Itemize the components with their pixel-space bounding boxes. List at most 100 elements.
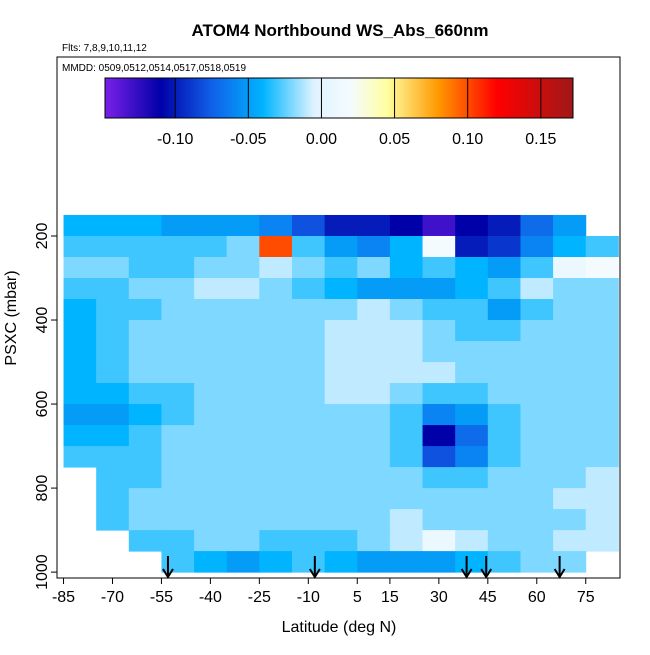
heatmap-cell [194, 278, 228, 300]
heatmap-cell [487, 235, 521, 258]
heatmap-cell [128, 446, 162, 468]
heatmap-cell [259, 404, 293, 426]
heatmap-cell [585, 509, 619, 531]
colorbar-tick-label: 0.05 [379, 131, 410, 148]
heatmap-cell [96, 446, 130, 468]
heatmap-cell [259, 446, 293, 468]
heatmap-cell [96, 509, 130, 531]
x-tick-label: -25 [248, 589, 271, 606]
heatmap-cell [553, 383, 587, 405]
heatmap-cell [357, 362, 391, 384]
heatmap-cell [63, 341, 97, 363]
subtitle: Flts: 7,8,9,10,11,12 [62, 43, 147, 54]
heatmap-cell [357, 551, 391, 573]
heatmap-cell [422, 551, 456, 573]
heatmap-cell [161, 425, 195, 447]
colorbar-tick-label: 0.00 [306, 131, 337, 148]
heatmap-cell [585, 362, 619, 384]
arrow-head [308, 568, 321, 579]
heatmap-cell [226, 320, 260, 342]
heatmap-cell [161, 256, 195, 279]
heatmap-cell [291, 467, 326, 489]
heatmap-cell [259, 488, 293, 510]
heatmap-cell [226, 278, 260, 300]
heatmap-cell [455, 278, 489, 300]
heatmap-cell [389, 214, 424, 237]
arrow [460, 556, 473, 579]
heatmap-cell [553, 362, 587, 384]
heatmap-cell [422, 362, 456, 384]
heatmap-cell [520, 341, 554, 363]
heatmap-cell [324, 446, 358, 468]
heatmap-cell [585, 488, 619, 510]
heatmap-cell [291, 446, 326, 468]
heatmap-cell [324, 488, 358, 510]
heatmap-cell [128, 320, 162, 342]
heatmap-cell [455, 383, 489, 405]
heatmap-cell [487, 509, 521, 531]
heatmap-cell [585, 404, 619, 426]
x-tick-label: -70 [101, 589, 124, 606]
heatmap-cell [63, 383, 97, 405]
heatmap-cell [291, 341, 326, 363]
heatmap-cell [128, 256, 162, 279]
heatmap-cell [259, 467, 293, 489]
heatmap-cell [455, 341, 489, 363]
heatmap-cell [585, 425, 619, 447]
heatmap-cell [96, 299, 130, 321]
y-tick-label: 600 [34, 391, 51, 418]
heatmap-cell [357, 425, 391, 447]
heatmap-cell [553, 341, 587, 363]
heatmap-cell [389, 551, 424, 573]
heatmap-cell [520, 530, 554, 552]
heatmap-cell [291, 299, 326, 321]
heatmap-cell [128, 488, 162, 510]
heatmap-cell [226, 509, 260, 531]
heatmap-cell [226, 467, 260, 489]
heatmap-cell [357, 299, 391, 321]
heatmap-cell [422, 509, 456, 531]
heatmap-cell [487, 446, 521, 468]
heatmap-cell [128, 278, 162, 300]
heatmap-cell [259, 383, 293, 405]
heatmap-cell [291, 404, 326, 426]
colorbar-tick-label: 0.10 [452, 131, 483, 148]
heatmap-cell [194, 214, 228, 237]
x-tick-label: -55 [150, 589, 173, 606]
x-tick-label: 30 [430, 589, 448, 606]
heatmap-cell [389, 488, 424, 510]
heatmap-cell [455, 404, 489, 426]
heatmap-cell [96, 256, 130, 279]
heatmap-cell [487, 362, 521, 384]
heatmap-cell [553, 214, 587, 237]
heatmap-cell [291, 235, 326, 258]
heatmap-cell [96, 341, 130, 363]
heatmap-cell [520, 320, 554, 342]
heatmap-cell [291, 320, 326, 342]
heatmap-cell [422, 235, 456, 258]
heatmap-cell [553, 509, 587, 531]
heatmap-cell [194, 488, 228, 510]
annotation: MMDD: 0509,0512,0514,0517,0518,0519 [62, 63, 246, 74]
arrow-head [553, 568, 566, 579]
heatmap-cell [585, 235, 619, 258]
heatmap-cell [161, 488, 195, 510]
heatmap-cell [96, 425, 130, 447]
heatmap-cell [422, 256, 456, 279]
heatmap-cell [194, 467, 228, 489]
heatmap-cell [389, 509, 424, 531]
heatmap-cell [389, 425, 424, 447]
heatmap-cell [96, 235, 130, 258]
heatmap-cell [520, 404, 554, 426]
heatmap-cell [63, 446, 97, 468]
heatmap-cell [226, 235, 260, 258]
heatmap-cell [585, 320, 619, 342]
heatmap-cell [389, 320, 424, 342]
heatmap-cell [96, 383, 130, 405]
heatmap-cell [161, 467, 195, 489]
heatmap-cell [487, 404, 521, 426]
heatmap-cell [226, 299, 260, 321]
heatmap-cell [128, 299, 162, 321]
heatmap-cell [128, 425, 162, 447]
heatmap-cell [389, 362, 424, 384]
